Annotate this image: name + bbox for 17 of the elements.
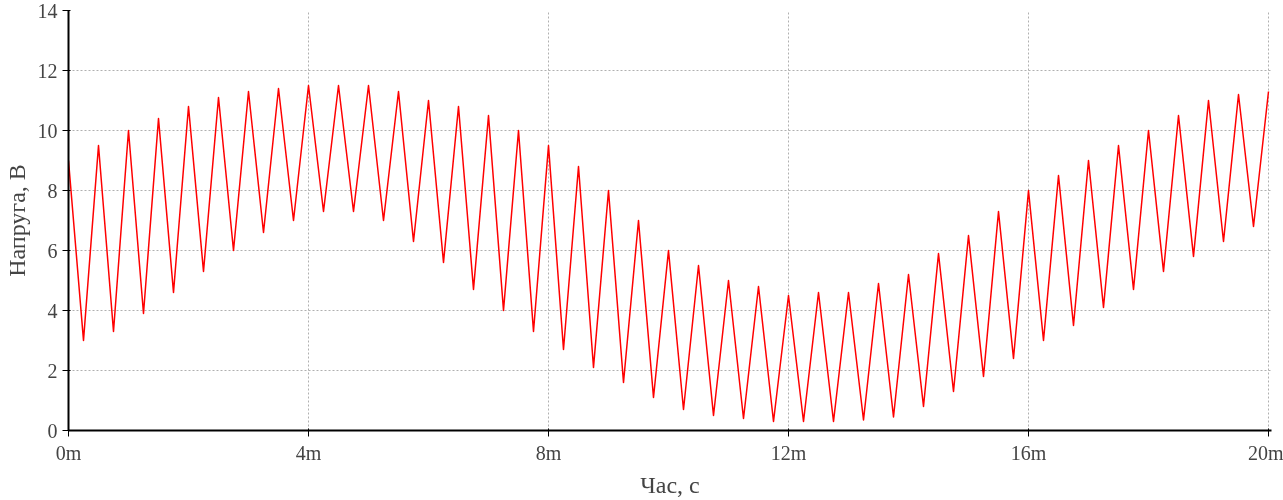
y-tick-label: 10 (37, 119, 58, 142)
y-tick-label: 4 (47, 299, 58, 322)
x-axis-title: Час, с (640, 471, 700, 498)
x-tick-label: 16m (1010, 441, 1047, 464)
x-tick-label: 20m (1247, 441, 1283, 464)
y-tick-label: 14 (37, 0, 58, 22)
y-tick-label: 12 (37, 59, 58, 82)
x-tick-label: 0m (55, 441, 82, 464)
y-tick-label: 2 (47, 359, 58, 382)
y-tick-label: 8 (47, 179, 58, 202)
line-series (68, 84, 1270, 423)
x-tick-label: 12m (770, 441, 807, 464)
x-tick-label: 8m (535, 441, 562, 464)
y-tick-label: 0 (47, 419, 58, 442)
y-axis-title: Напруга, В (3, 164, 30, 277)
y-tick-label: 6 (47, 239, 58, 262)
x-tick-label: 4m (295, 441, 322, 464)
